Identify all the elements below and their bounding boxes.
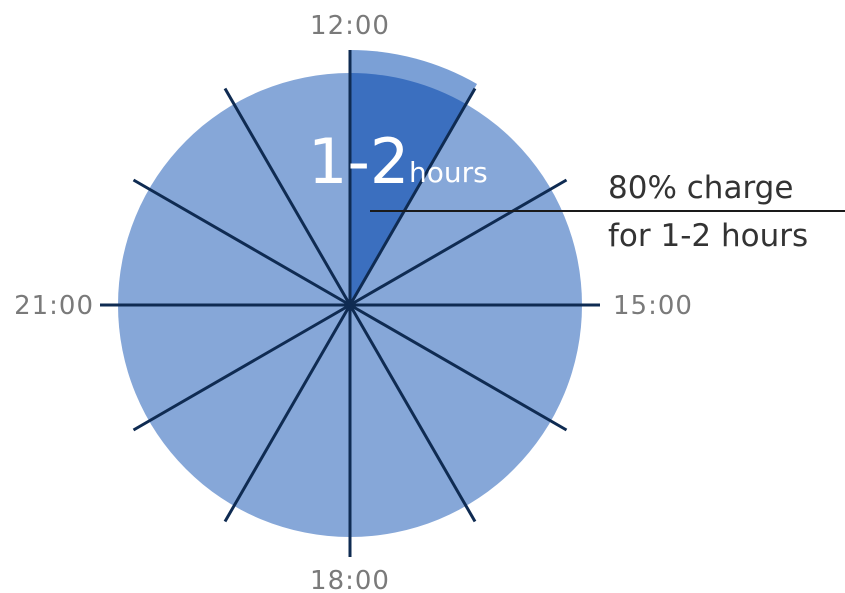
divider-line-5 (348, 304, 477, 523)
divider-line-4 (349, 303, 568, 432)
divider-line-11 (223, 87, 352, 306)
callout-line-2: for 1-2 hours (608, 218, 808, 254)
highlight-duration-big: 1-2 (308, 125, 409, 198)
label-15: 15:00 (613, 291, 693, 321)
label-18: 18:00 (310, 566, 390, 593)
one-hour-sector (350, 72, 466, 305)
label-21: 21:00 (14, 291, 94, 321)
callout-line-1: 80% charge (608, 170, 793, 206)
divider-line-2 (349, 178, 568, 307)
divider-line-1 (348, 87, 477, 306)
label-12: 12:00 (310, 11, 390, 41)
divider-line-7 (223, 304, 352, 523)
hour-divider-lines (100, 50, 600, 557)
divider-line-10 (132, 178, 351, 307)
highlight-duration-unit: hours (409, 156, 488, 189)
divider-line-8 (132, 303, 351, 432)
